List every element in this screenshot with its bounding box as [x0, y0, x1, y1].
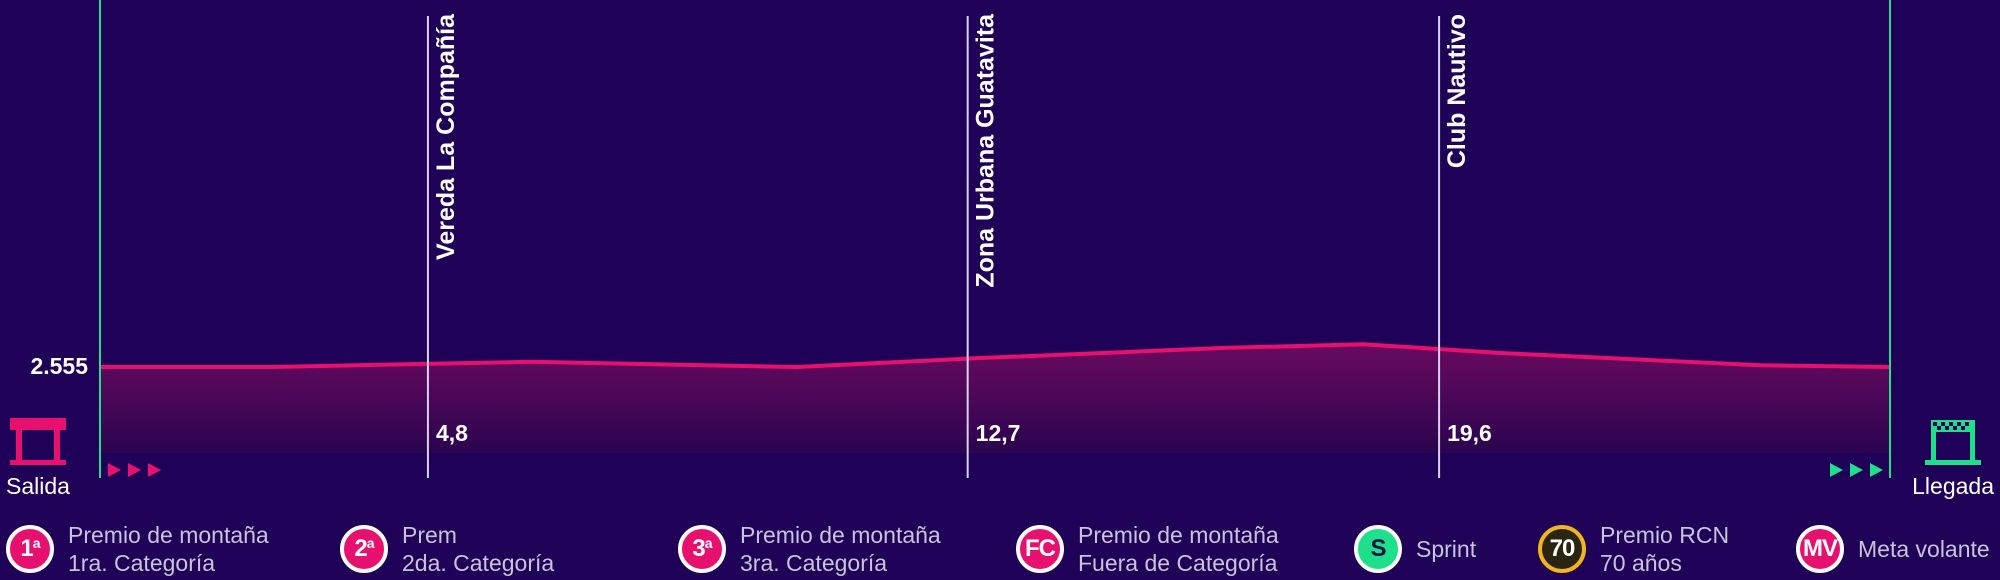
elevation-label: 2.555: [30, 353, 88, 379]
legend-label: Premio de montaña Fuera de Categoría: [1078, 522, 1279, 576]
legend-item: MV Meta volante: [1796, 518, 1990, 580]
finish-gate-icon: [1925, 420, 1981, 465]
legend-item: S Sprint: [1354, 518, 1476, 580]
legend-badge-icon: 70: [1538, 525, 1586, 573]
legend-label: Sprint: [1416, 536, 1477, 562]
legend-item: 70 Premio RCN 70 años: [1538, 518, 1729, 580]
legend: 1 a Premio de montaña 1ra. Categoría 2 a Prem 2…: [0, 518, 2000, 580]
waypoint-name-label: Zona Urbana Guatavita: [972, 13, 1000, 288]
legend-badge-icon: MV: [1796, 525, 1844, 573]
elevation-profile-chart: 2.555 4,8 Vereda La Compañía 12,7 Zona Urban…: [6, 0, 1994, 499]
legend-label: Premio de montaña 3ra. Categoría: [740, 522, 941, 576]
legend-label: Premio RCN 70 años: [1600, 522, 1730, 576]
start-gate-icon: [10, 418, 66, 465]
waypoint-km-label: 12,7: [976, 420, 1021, 446]
legend-badge-icon: S: [1354, 525, 1402, 573]
legend-label: Premio de montaña 1ra. Categoría: [68, 522, 269, 576]
finish-arrows-icon: [1830, 463, 1883, 477]
waypoint-name-label: Club Nautivo: [1443, 14, 1471, 168]
waypoint-km-label: 19,6: [1447, 420, 1492, 446]
legend-label: Meta volante: [1858, 536, 1990, 562]
start-arrows-icon: [108, 463, 161, 477]
legend-item: 1 a Premio de montaña 1ra. Categoría: [6, 518, 269, 580]
profile-area: [100, 344, 1890, 453]
legend-label: Prem 2da. Categoría: [402, 522, 555, 576]
legend-item: 3 a Premio de montaña 3ra. Categoría: [678, 518, 941, 580]
legend-item: 2 a Prem 2da. Categoría: [340, 518, 554, 580]
start-label: Salida: [6, 473, 70, 499]
waypoint-km-label: 4,8: [436, 420, 468, 446]
finish-label: Llegada: [1912, 473, 1994, 499]
profile-line: [100, 342, 1891, 370]
waypoint-name-label: Vereda La Compañía: [432, 13, 460, 260]
legend-item: FC Premio de montaña Fuera de Categoría: [1016, 518, 1279, 580]
legend-badge-icon: FC: [1016, 525, 1064, 573]
